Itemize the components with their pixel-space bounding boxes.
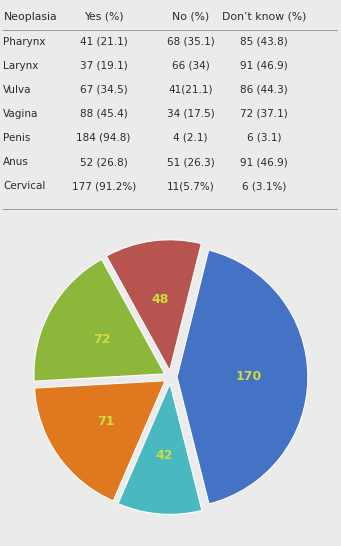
Text: 6 (3.1%): 6 (3.1%) xyxy=(242,181,286,191)
Text: 66 (34): 66 (34) xyxy=(172,61,209,71)
Text: 177 (91.2%): 177 (91.2%) xyxy=(72,181,136,191)
Text: 72: 72 xyxy=(93,333,110,346)
Wedge shape xyxy=(34,381,165,501)
Text: Vagina: Vagina xyxy=(3,109,39,119)
Wedge shape xyxy=(177,250,308,504)
Text: 67 (34.5): 67 (34.5) xyxy=(80,85,128,95)
Text: Penis: Penis xyxy=(3,133,31,143)
Text: Don’t know (%): Don’t know (%) xyxy=(222,11,306,22)
Wedge shape xyxy=(106,240,201,371)
Text: No (%): No (%) xyxy=(172,11,209,22)
Text: 41(21.1): 41(21.1) xyxy=(168,85,213,95)
Text: 68 (35.1): 68 (35.1) xyxy=(167,37,214,46)
Text: 6 (3.1): 6 (3.1) xyxy=(247,133,281,143)
Text: 85 (43.8): 85 (43.8) xyxy=(240,37,288,46)
Text: 51 (26.3): 51 (26.3) xyxy=(167,157,214,167)
Text: Vulva: Vulva xyxy=(3,85,32,95)
Text: Larynx: Larynx xyxy=(3,61,39,71)
Text: 91 (46.9): 91 (46.9) xyxy=(240,61,288,71)
Text: 48: 48 xyxy=(152,293,169,306)
Text: Yes (%): Yes (%) xyxy=(84,11,123,22)
Text: 86 (44.3): 86 (44.3) xyxy=(240,85,288,95)
Text: 88 (45.4): 88 (45.4) xyxy=(80,109,128,119)
Text: 71: 71 xyxy=(98,416,115,429)
Text: 37 (19.1): 37 (19.1) xyxy=(80,61,128,71)
Text: 34 (17.5): 34 (17.5) xyxy=(167,109,214,119)
Text: 42: 42 xyxy=(155,449,173,462)
Text: Anus: Anus xyxy=(3,157,29,167)
Text: 91 (46.9): 91 (46.9) xyxy=(240,157,288,167)
Text: 4 (2.1): 4 (2.1) xyxy=(173,133,208,143)
Text: Pharynx: Pharynx xyxy=(3,37,46,46)
Text: 11(5.7%): 11(5.7%) xyxy=(167,181,214,191)
Text: 170: 170 xyxy=(236,370,262,383)
Text: 72 (37.1): 72 (37.1) xyxy=(240,109,288,119)
Text: 184 (94.8): 184 (94.8) xyxy=(76,133,131,143)
Text: Neoplasia: Neoplasia xyxy=(3,11,57,22)
Text: 52 (26.8): 52 (26.8) xyxy=(80,157,128,167)
Text: 41 (21.1): 41 (21.1) xyxy=(80,37,128,46)
Wedge shape xyxy=(118,383,202,514)
Text: Cervical: Cervical xyxy=(3,181,46,191)
Wedge shape xyxy=(34,259,165,381)
